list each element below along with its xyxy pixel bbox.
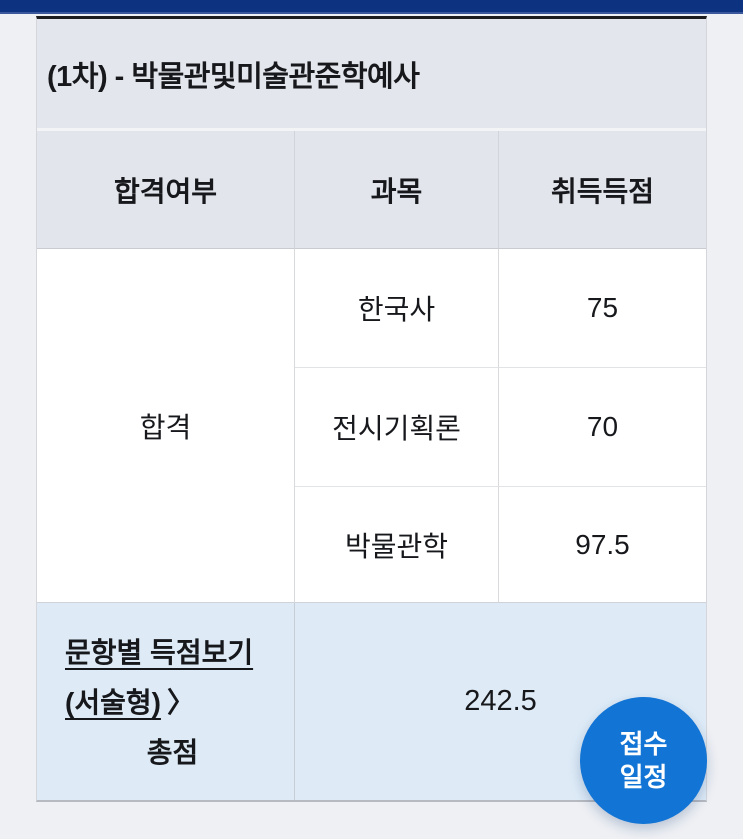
pass-status-cell: 합격 <box>37 249 295 603</box>
subject-cell-museology: 박물관학 <box>295 487 499 603</box>
per-question-score-link[interactable]: 문항별 득점보기(서술형) 〉 <box>65 628 280 728</box>
total-label: 총점 <box>146 736 199 768</box>
application-schedule-button[interactable]: 접수 일정 <box>580 697 707 824</box>
chevron-right-icon: 〉 <box>166 686 195 718</box>
subject-cell-korean-history: 한국사 <box>295 249 499 368</box>
exam-result-card: (1차) - 박물관및미술관준학예사 합격여부 과목 취득득점 합격 한국사 7… <box>36 16 707 802</box>
subject-cell-exhibition-planning: 전시기획론 <box>295 368 499 487</box>
application-schedule-button-line1: 접수 <box>619 728 668 759</box>
per-question-score-link-label: 문항별 득점보기(서술형) <box>65 636 254 718</box>
column-header-subject: 과목 <box>295 131 499 249</box>
result-table: 합격여부 과목 취득득점 합격 한국사 75 전시기획론 70 박물관학 97.… <box>37 131 706 800</box>
application-schedule-button-line2: 일정 <box>619 761 668 792</box>
total-row-header-cell: 문항별 득점보기(서술형) 〉 총점 <box>37 603 295 800</box>
column-header-score: 취득득점 <box>499 131 706 249</box>
exam-title: (1차) - 박물관및미술관준학예사 <box>37 19 706 131</box>
top-navigation-bar <box>0 0 743 14</box>
score-cell-korean-history: 75 <box>499 249 706 368</box>
column-header-pass-status: 합격여부 <box>37 131 295 249</box>
score-cell-museology: 97.5 <box>499 487 706 603</box>
score-cell-exhibition-planning: 70 <box>499 368 706 487</box>
